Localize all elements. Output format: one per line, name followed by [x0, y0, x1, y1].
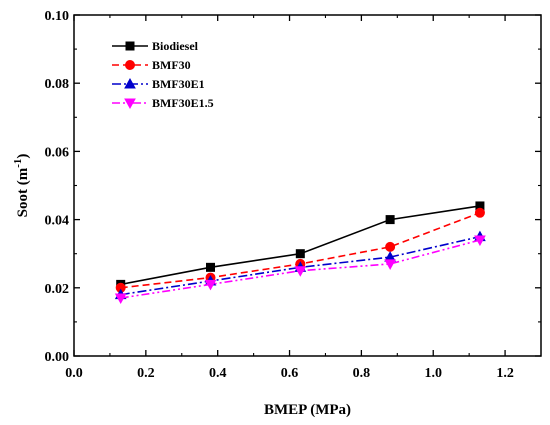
x-tick-label: 1.2	[496, 366, 514, 381]
y-axis-title-main: Soot (m	[15, 167, 31, 217]
y-axis-title-tail: )	[15, 154, 31, 159]
y-tick-label: 0.08	[45, 77, 70, 92]
legend: Biodiesel BMF30 BMF30E1 BMF30E1.5	[112, 39, 214, 110]
data-point-biodiesel	[206, 262, 216, 272]
series-line-bmf30e1	[120, 235, 481, 296]
series-bmf30e1	[114, 230, 486, 300]
x-axis-title: BMEP (MPa)	[264, 402, 351, 418]
y-axis-title: Soot (m-1)	[12, 154, 31, 218]
y-tick-label: 0.10	[45, 9, 70, 24]
legend-marker	[124, 77, 136, 89]
x-tick-label: 0.0	[65, 366, 83, 381]
data-point-bmf30e1-5	[114, 293, 127, 305]
y-axis-title-superscript: -1	[12, 159, 24, 168]
legend-item-bmf30e1-5: BMF30E1.5	[112, 96, 214, 110]
legend-item-bmf30: BMF30	[112, 58, 191, 72]
data-point-bmf30	[474, 207, 485, 218]
y-tick-label: 0.06	[45, 145, 70, 160]
y-tick-label: 0.02	[45, 282, 70, 297]
legend-item-biodiesel: Biodiesel	[112, 39, 199, 53]
legend-marker	[125, 41, 135, 51]
data-point-bmf30e1-5	[294, 266, 307, 277]
legend-label: Biodiesel	[152, 39, 199, 53]
axes: 0.0 0.2 0.4 0.6 0.8 1.0 1.2 0.00 0.02 0.04 0.06 0.0…	[45, 9, 542, 381]
x-tick-label: 0.4	[209, 366, 227, 381]
data-point-bmf30e1-5	[384, 259, 396, 270]
series-lines	[114, 201, 486, 305]
plot-frame	[73, 14, 542, 357]
legend-label: BMF30E1	[152, 77, 205, 91]
data-point-biodiesel	[295, 249, 305, 259]
legend-label: BMF30E1.5	[152, 96, 214, 110]
x-tick-label: 1.0	[424, 366, 442, 381]
legend-item-bmf30e1: BMF30E1	[112, 77, 205, 91]
x-tick-label: 0.2	[137, 366, 155, 381]
legend-marker	[125, 60, 135, 70]
legend-marker	[124, 98, 136, 110]
x-tick-label: 0.6	[281, 366, 299, 381]
y-tick-label: 0.00	[45, 350, 70, 365]
y-tick-label: 0.04	[45, 214, 70, 229]
series-bmf30e1-5	[114, 235, 486, 305]
data-point-bmf30e1-5	[474, 235, 486, 247]
data-point-biodiesel	[385, 215, 395, 225]
legend-label: BMF30	[152, 58, 191, 72]
x-tick-label: 0.8	[353, 366, 371, 381]
data-point-bmf30	[385, 241, 396, 252]
data-point-bmf30e1-5	[204, 279, 217, 291]
